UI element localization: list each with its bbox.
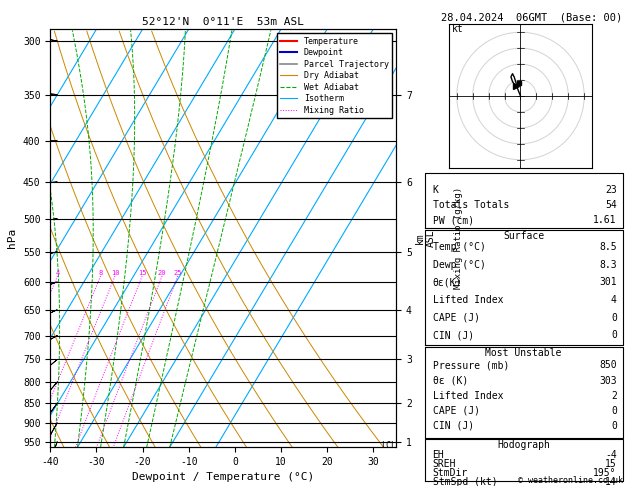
- Text: 0: 0: [611, 330, 617, 340]
- Text: Totals Totals: Totals Totals: [433, 200, 509, 210]
- Text: EH: EH: [433, 450, 444, 460]
- Text: 0: 0: [611, 406, 617, 416]
- Text: Hodograph: Hodograph: [497, 440, 550, 450]
- Text: LCL: LCL: [381, 441, 396, 450]
- Text: Temp (°C): Temp (°C): [433, 242, 486, 252]
- Text: 0: 0: [611, 312, 617, 323]
- Y-axis label: km
ASL: km ASL: [415, 229, 437, 247]
- Text: 28.04.2024  06GMT  (Base: 00): 28.04.2024 06GMT (Base: 00): [441, 12, 622, 22]
- Text: CIN (J): CIN (J): [433, 421, 474, 431]
- Text: 20: 20: [158, 270, 166, 276]
- Text: CAPE (J): CAPE (J): [433, 312, 479, 323]
- Text: © weatheronline.co.uk: © weatheronline.co.uk: [518, 476, 623, 485]
- Text: 23: 23: [605, 185, 617, 194]
- Text: 0: 0: [611, 421, 617, 431]
- Text: 14: 14: [605, 477, 617, 486]
- Legend: Temperature, Dewpoint, Parcel Trajectory, Dry Adiabat, Wet Adiabat, Isotherm, Mi: Temperature, Dewpoint, Parcel Trajectory…: [277, 34, 392, 118]
- Text: 301: 301: [599, 278, 617, 287]
- Text: θε(K): θε(K): [433, 278, 462, 287]
- Text: 1.61: 1.61: [593, 215, 617, 226]
- Text: SREH: SREH: [433, 459, 456, 469]
- Text: Pressure (mb): Pressure (mb): [433, 361, 509, 370]
- Text: CIN (J): CIN (J): [433, 330, 474, 340]
- Text: θε (K): θε (K): [433, 376, 468, 385]
- Text: Surface: Surface: [503, 231, 544, 241]
- Text: K: K: [433, 185, 438, 194]
- Text: 25: 25: [174, 270, 182, 276]
- Text: kt: kt: [452, 24, 464, 35]
- Text: 15: 15: [605, 459, 617, 469]
- Text: StmDir: StmDir: [433, 468, 468, 478]
- Text: 303: 303: [599, 376, 617, 385]
- Text: 850: 850: [599, 361, 617, 370]
- Text: PW (cm): PW (cm): [433, 215, 474, 226]
- X-axis label: Dewpoint / Temperature (°C): Dewpoint / Temperature (°C): [132, 472, 314, 483]
- Text: StmSpd (kt): StmSpd (kt): [433, 477, 497, 486]
- Text: Lifted Index: Lifted Index: [433, 295, 503, 305]
- Text: Lifted Index: Lifted Index: [433, 391, 503, 400]
- Text: 8: 8: [98, 270, 103, 276]
- Text: 8.5: 8.5: [599, 242, 617, 252]
- Text: 15: 15: [138, 270, 147, 276]
- Text: 195°: 195°: [593, 468, 617, 478]
- Text: 2: 2: [611, 391, 617, 400]
- Text: 54: 54: [605, 200, 617, 210]
- Text: Mixing Ratio (g/kg): Mixing Ratio (g/kg): [454, 187, 463, 289]
- Text: -4: -4: [605, 450, 617, 460]
- Text: 4: 4: [611, 295, 617, 305]
- Text: 4: 4: [55, 270, 60, 276]
- Text: Most Unstable: Most Unstable: [486, 348, 562, 358]
- Text: 8.3: 8.3: [599, 260, 617, 270]
- Title: 52°12'N  0°11'E  53m ASL: 52°12'N 0°11'E 53m ASL: [142, 17, 304, 27]
- Y-axis label: hPa: hPa: [8, 228, 18, 248]
- Text: CAPE (J): CAPE (J): [433, 406, 479, 416]
- Text: Dewp (°C): Dewp (°C): [433, 260, 486, 270]
- Text: 10: 10: [111, 270, 120, 276]
